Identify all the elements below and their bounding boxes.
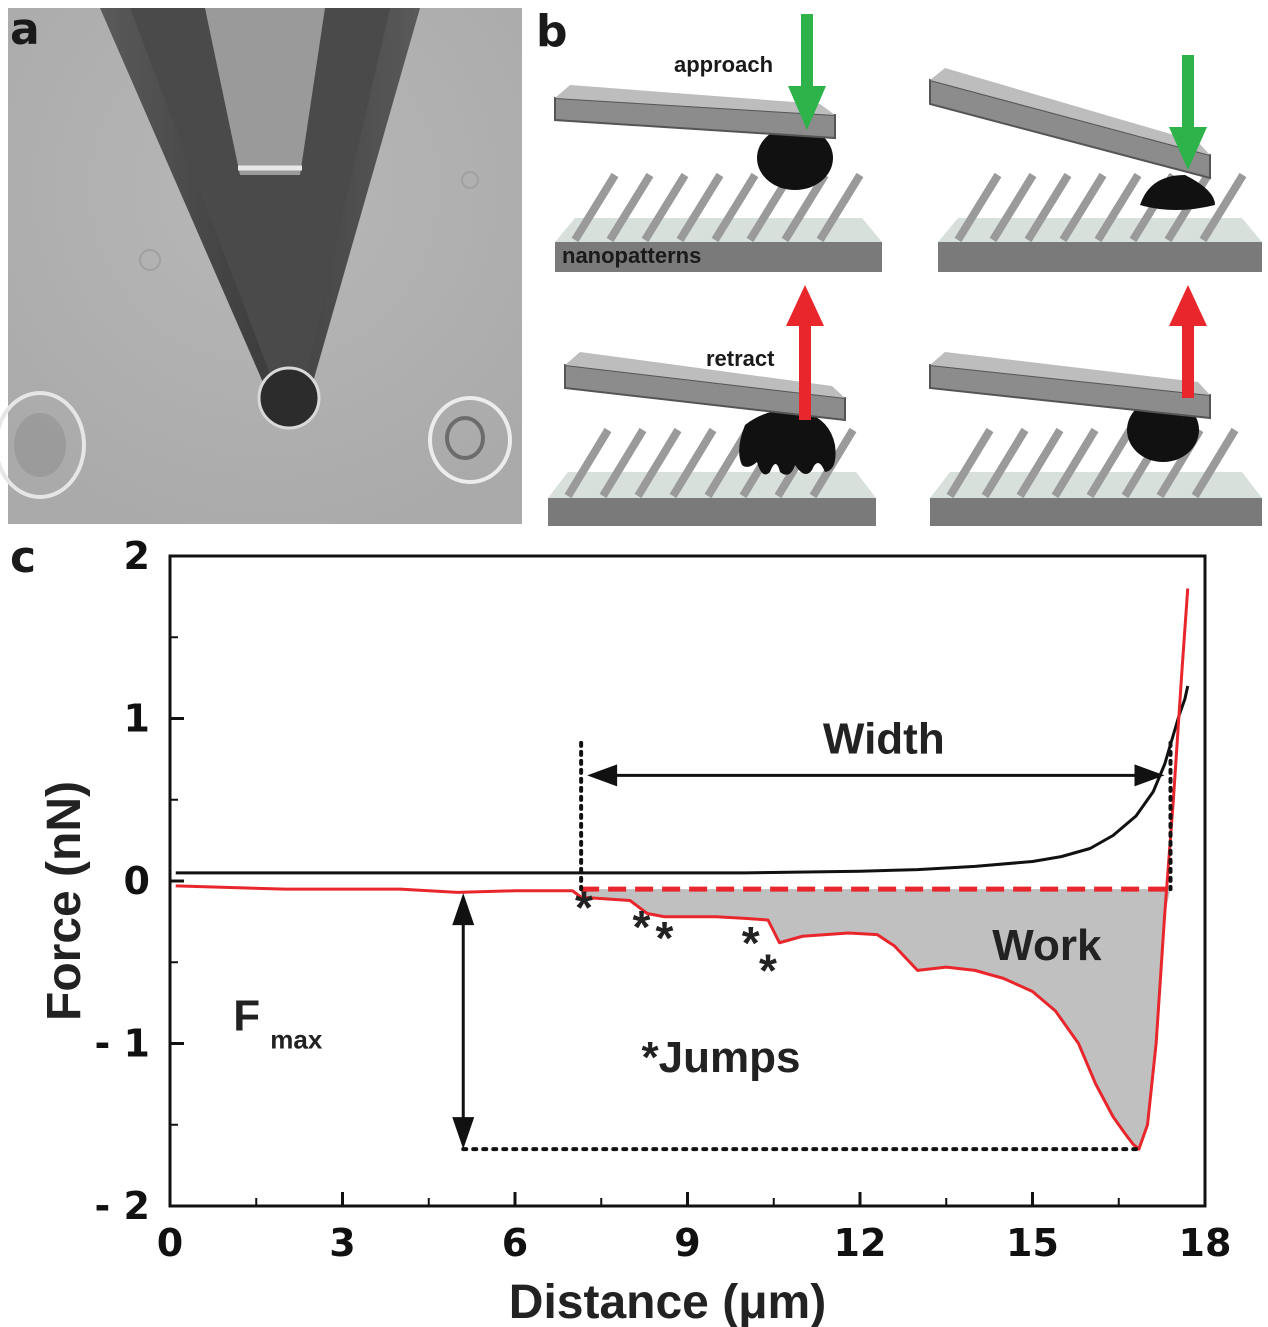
afm-tip-body [130, 8, 390, 400]
approach-arrow-head [788, 86, 826, 130]
cantilever-top [930, 352, 1210, 395]
fmax-label: F [233, 991, 260, 1040]
work-area [581, 889, 1171, 1150]
panel-c-label: c [10, 532, 36, 583]
cantilever [929, 363, 1211, 420]
nanopattern-ridges [571, 172, 864, 243]
panel-a-label: a [10, 4, 40, 55]
schematic-approach-1: nanopatterns approach [554, 14, 882, 272]
retract-arrow-shaft [799, 322, 811, 420]
x-tick-label: 0 [157, 1221, 183, 1265]
cell-adhered [739, 410, 836, 475]
panel-b-label: b [536, 6, 568, 57]
background-cell-left-core [14, 413, 66, 477]
cell-flattened [1140, 175, 1215, 210]
schematic-retract-1: retract [548, 285, 876, 526]
width-arrow-head-left [587, 764, 618, 787]
y-tick-label: 1 [124, 697, 150, 741]
background-cell-left [0, 391, 86, 499]
nanopattern-base [555, 242, 882, 272]
fmax-arrow-head-top [452, 893, 475, 926]
annotation-markers: * * * ** [452, 740, 1173, 1152]
fmax-subscript: max [270, 1024, 323, 1054]
panel-a: a [0, 4, 522, 524]
nanopatterns-label: nanopatterns [562, 243, 701, 268]
work-label: Work [992, 921, 1102, 970]
cantilever-top [565, 352, 845, 398]
cantilever [929, 78, 1211, 180]
y-tick-label: - 2 [95, 1184, 150, 1228]
jump-asterisk: * [759, 945, 777, 997]
x-tick-label: 6 [502, 1221, 528, 1265]
schematic-approach-2 [929, 55, 1262, 272]
retract-arrow-head [1169, 285, 1207, 326]
jump-asterisk: * [575, 881, 593, 933]
debris-particle [461, 171, 479, 189]
panel-b: b nanopatterns approach [536, 6, 1262, 526]
approach-label: approach [674, 52, 773, 77]
x-tick-label: 12 [834, 1221, 887, 1265]
retract-arrow-shaft [1182, 322, 1194, 398]
approach-arrow-shaft [801, 14, 813, 89]
debris-particle [139, 249, 161, 271]
jump-asterisk: * [742, 917, 760, 969]
retract-label: retract [706, 346, 775, 371]
cantilever [554, 96, 836, 140]
series-layer [175, 588, 1190, 1151]
nanopattern-base [938, 242, 1262, 272]
retract-arrow-head [786, 285, 824, 326]
x-tick-label: 3 [329, 1221, 355, 1265]
y-tick-label: 2 [124, 534, 150, 578]
nanopattern-base [548, 498, 876, 526]
x-tick-label: 9 [674, 1221, 700, 1265]
schematic-retract-2 [929, 285, 1262, 526]
jumps-label: *Jumps [642, 1033, 801, 1082]
nanopattern-base [930, 498, 1262, 526]
jump-asterisk: * [633, 901, 651, 953]
jump-asterisk: * [656, 912, 674, 964]
retract-curve [175, 588, 1190, 1151]
approach-arrow-shaft [1182, 55, 1194, 130]
width-label: Width [823, 714, 945, 763]
width-arrow-head-right [1134, 764, 1165, 787]
approach-curve [175, 685, 1190, 875]
x-tick-label: 15 [1006, 1221, 1059, 1265]
plot-frame [168, 554, 1207, 1208]
nanopattern-ridges [954, 172, 1247, 243]
fmax-arrow-head-bottom [452, 1117, 475, 1150]
cell-round [757, 126, 833, 190]
cantilever-top [930, 68, 1210, 155]
cantilever-top [555, 85, 835, 115]
background-cell-right [428, 396, 512, 484]
attached-cell [257, 366, 321, 430]
y-tick-label: - 1 [95, 1022, 150, 1066]
x-axis-title: Distance (μm) [509, 1276, 826, 1327]
afm-tip-facet [205, 8, 325, 175]
background-cell-right-core [445, 416, 485, 460]
approach-arrow-head [1169, 127, 1207, 170]
x-tick-label: 18 [1179, 1221, 1232, 1265]
y-axis-title: Force (nN) [38, 781, 91, 1021]
y-tick-label: 0 [124, 859, 150, 903]
